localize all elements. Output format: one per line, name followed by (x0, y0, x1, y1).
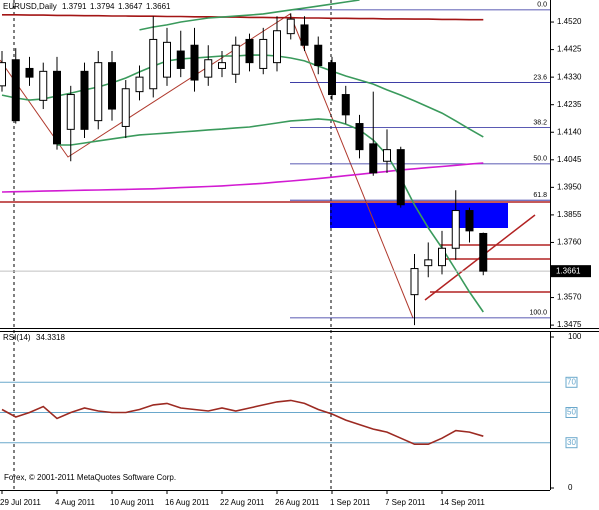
y-tick-label: 1.3855 (557, 210, 582, 219)
price-box (551, 265, 591, 278)
rsi-label: RSI(14) (3, 333, 31, 342)
fibo-label: 38.2 (533, 119, 547, 126)
y-tick-label: 1.4520 (557, 17, 582, 26)
candle-body (479, 232, 488, 272)
x-tick-label: 26 Aug 2011 (275, 498, 320, 507)
y-tick-label: 1.3760 (557, 238, 582, 247)
candle-body (245, 38, 254, 64)
rsi-level-label: 30 (567, 438, 576, 447)
candle-body (204, 59, 213, 78)
rsi-level-box (565, 407, 578, 418)
candle-body (135, 76, 144, 93)
candle-body (25, 67, 34, 78)
candle-body (176, 50, 185, 69)
candle-body (383, 149, 391, 162)
open-value: 1.3791 (62, 2, 87, 11)
candle-body (328, 62, 336, 96)
candle-body (465, 210, 474, 232)
candle-body (341, 94, 350, 116)
y-tick-label: 1.3950 (557, 182, 582, 191)
candle-body (121, 88, 130, 127)
candle-body (231, 44, 240, 75)
rsi-panel: 0 100 70 50 30 (0, 332, 582, 492)
fibo-label: 0.0 (537, 2, 547, 9)
y-tick-label: 1.3475 (557, 320, 582, 329)
rsi-level-label: 70 (567, 377, 576, 386)
candle-body (53, 70, 61, 145)
fibo-label: 61.8 (533, 192, 547, 199)
y-tick-label: 1.4425 (557, 45, 582, 54)
fibo-label: 50.0 (533, 156, 547, 163)
high-value: 1.3794 (90, 2, 115, 11)
candle-body (369, 143, 378, 174)
candle-body (424, 259, 433, 267)
y-tick-label: 1.4235 (557, 100, 582, 109)
zone (330, 203, 508, 228)
price-box-label: 1.3661 (556, 266, 581, 275)
candle-body (273, 30, 281, 64)
y-tick-label: 1.4330 (557, 72, 582, 81)
x-tick-label: 29 Jul 2011 (0, 498, 41, 507)
labels: EURUSD,Daily 1.3791 1.3794 1.3647 1.3661… (3, 2, 176, 482)
candle-body (438, 247, 446, 267)
y-tick-label: 100 (568, 332, 582, 341)
candle-body (190, 44, 199, 81)
rsi-level-label: 50 (567, 408, 576, 417)
y-tick-label: 1.3570 (557, 293, 582, 302)
candle-body (0, 62, 6, 87)
zigzag (0, 13, 414, 319)
candle-body (218, 62, 226, 69)
candle-body (163, 41, 171, 78)
candle-body (314, 44, 323, 67)
candle-body (149, 38, 158, 90)
fibo-label: 100.0 (529, 310, 547, 317)
candle-body (80, 70, 89, 130)
candle-body (451, 210, 460, 249)
rsi-level-box (565, 437, 578, 449)
rsi-value: 34.3318 (36, 333, 65, 342)
candle-body (39, 70, 48, 101)
low-value: 1.3647 (118, 2, 143, 11)
x-tick-label: 4 Aug 2011 (55, 498, 95, 507)
close-value: 1.3661 (146, 2, 171, 11)
x-tick-label: 22 Aug 2011 (220, 498, 265, 507)
symbol: EURUSD,Daily (3, 2, 57, 11)
candle-body (355, 123, 364, 151)
candle-body (286, 18, 295, 35)
x-tick-label: 10 Aug 2011 (110, 498, 155, 507)
candle-body (108, 62, 116, 110)
y-tick-label: 0 (568, 483, 573, 492)
candle-body (396, 149, 405, 206)
candle-body (94, 62, 103, 122)
fibo-label: 23.6 (533, 74, 547, 81)
footnote: Forex, © 2001-2011 MetaQuotes Software C… (4, 473, 176, 482)
overlay-line (139, 0, 360, 31)
candle-body (66, 94, 75, 130)
x-tick-label: 7 Sep 2011 (385, 498, 426, 507)
rsi-level-box (565, 376, 578, 388)
candle-body (410, 268, 419, 296)
y-tick-label: 1.4045 (557, 155, 582, 164)
rsi-line (1, 399, 484, 445)
x-tick-label: 1 Sep 2011 (330, 498, 371, 507)
x-tick-label: 16 Aug 2011 (165, 498, 210, 507)
candle-body (259, 38, 268, 69)
candle-body (300, 24, 309, 46)
y-tick-label: 1.4140 (557, 127, 582, 136)
overlay-line (57, 118, 484, 313)
x-tick-label: 14 Sep 2011 (440, 498, 485, 507)
candle-body (11, 59, 20, 122)
overlay-line (2, 14, 484, 21)
